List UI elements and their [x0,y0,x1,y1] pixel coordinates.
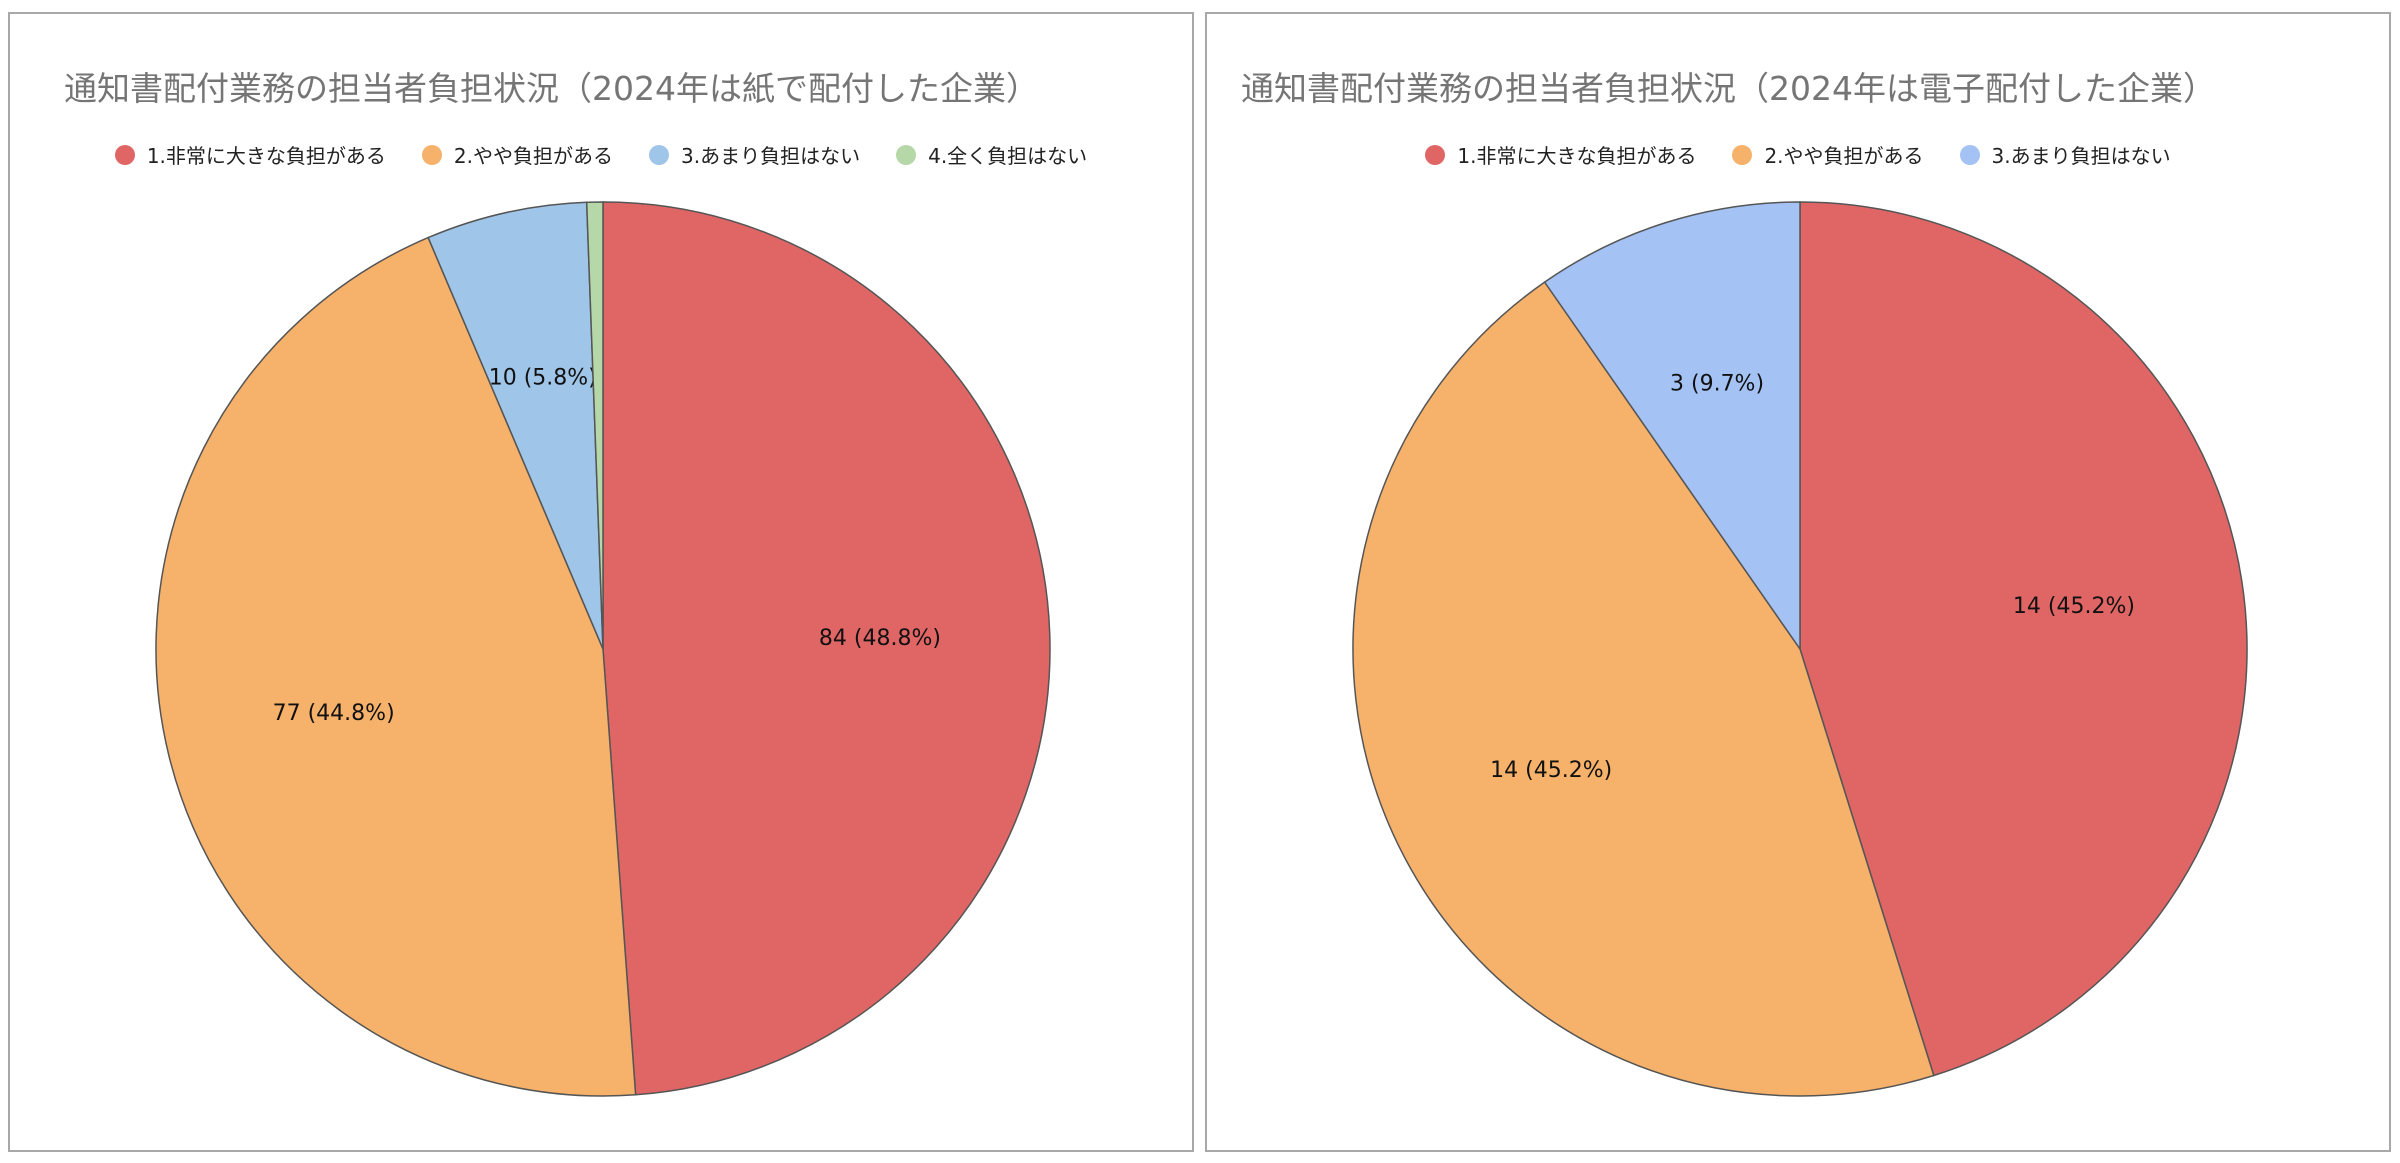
pie-slice [1352,281,1935,1097]
legend-item: 1.非常に大きな負担がある [114,140,386,169]
legend-swatch [1425,144,1446,165]
legend-swatch [421,144,442,165]
legend-swatch [1959,144,1980,165]
data-label: 10 (5.8%) [489,365,597,390]
legend-label: 4.全く負担はない [928,144,1088,168]
pie-slice [1543,201,1801,652]
legend-item: 2.やや負担がある [1732,140,1924,169]
legend-label: 1.非常に大きな負担がある [146,144,386,168]
pie-slice [155,236,637,1097]
data-label: 84 (48.8%) [819,626,941,651]
legend-item: 4.全く負担はない [896,140,1087,169]
data-label: 14 (45.2%) [1490,758,1612,783]
legend-label: 2.やや負担がある [453,144,613,168]
legend-label: 3.あまり負担はない [681,144,861,168]
data-label: 14 (45.2%) [2013,594,2135,619]
pie-chart: 84 (48.8%) 77 (44.8%) 10 (5.8%) [155,201,1051,1097]
chart-panel-electronic: 通知書配付業務の担当者負担状況（2024年は電子配付した企業） 1.非常に大きな… [1205,12,2391,1152]
chart-legend: 1.非常に大きな負担がある 2.やや負担がある 3.あまり負担はない 4.全く負… [10,140,1192,169]
chart-title: 通知書配付業務の担当者負担状況（2024年は電子配付した企業） [1241,69,2216,108]
pie-slice [585,201,604,650]
legend-swatch [649,144,669,165]
legend-swatch [896,144,917,165]
legend-item: 2.やや負担がある [421,140,613,169]
chart-panel-paper: 通知書配付業務の担当者負担状況（2024年は紙で配付した企業） 1.非常に大きな… [8,12,1194,1152]
chart-legend: 1.非常に大きな負担がある 2.やや負担がある 3.あまり負担はない [1207,140,2389,169]
legend-swatch [1732,144,1753,165]
legend-label: 1.非常に大きな負担がある [1457,144,1697,168]
pie-slice [1799,201,2248,1077]
data-label: 77 (44.8%) [273,701,395,726]
legend-item: 3.あまり負担はない [1959,140,2171,169]
legend-label: 2.やや負担がある [1764,144,1924,168]
chart-title: 通知書配付業務の担当者負担状況（2024年は紙で配付した企業） [64,69,1039,108]
pie-chart: 14 (45.2%) 14 (45.2%) 3 (9.7%) [1352,201,2248,1097]
legend-label: 3.あまり負担はない [1991,144,2171,168]
data-label: 3 (9.7%) [1670,372,1764,397]
pie-slice [427,201,604,650]
legend-item: 3.あまり負担はない [649,140,860,169]
legend-item: 1.非常に大きな負担がある [1425,140,1696,169]
legend-swatch [114,144,135,165]
pie-slice [602,201,1051,1096]
